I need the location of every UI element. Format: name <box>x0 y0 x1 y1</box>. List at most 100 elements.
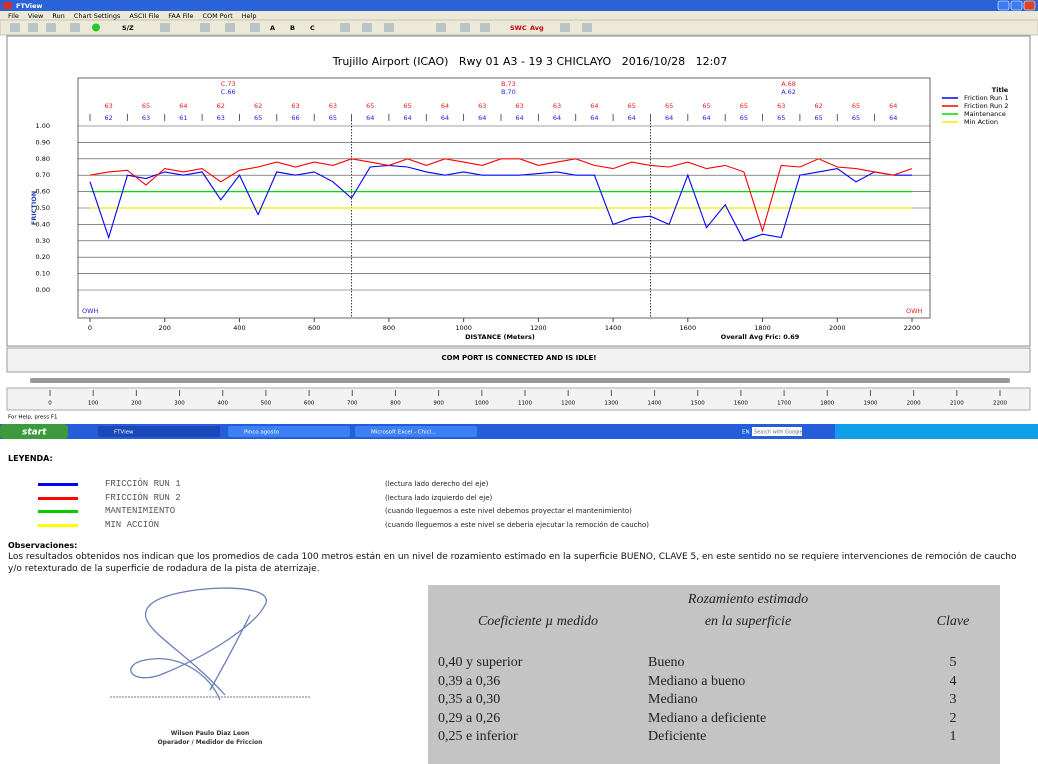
table-cell: 0,29 a 0,26 <box>438 711 638 727</box>
table-cell: 3 <box>908 692 998 708</box>
section-run1: 64 <box>366 114 374 122</box>
title-bar <box>0 0 1038 11</box>
slider-track[interactable] <box>30 378 1010 383</box>
section-run2: 62 <box>254 102 262 110</box>
ruler-label: 1000 <box>475 401 489 407</box>
y-axis-label: FRICTION <box>30 191 38 225</box>
y-tick-label: 0.00 <box>36 286 50 294</box>
y-tick-label: 0.80 <box>36 155 50 163</box>
table-cell: 0,39 a 0,36 <box>438 674 638 690</box>
toolbar-icon[interactable] <box>70 23 80 32</box>
signature-scribble <box>90 585 330 705</box>
ruler-label: 1800 <box>820 401 834 407</box>
toolbar-icon[interactable] <box>436 23 446 32</box>
y-tick-label: 0.30 <box>36 237 50 245</box>
menu-item[interactable]: ASCII File <box>129 12 159 20</box>
x-tick-label: 2200 <box>904 324 921 332</box>
toolbar-button[interactable]: S/Z <box>122 24 134 32</box>
section-run2: 62 <box>217 102 225 110</box>
table-cell: 5 <box>908 655 998 671</box>
section-run2: 63 <box>553 102 561 110</box>
legend-swatch <box>38 510 78 513</box>
section-run2: 64 <box>441 102 449 110</box>
x-tick-label: 1000 <box>455 324 472 332</box>
toolbar-icon[interactable] <box>10 23 20 32</box>
toolbar-icon[interactable] <box>560 23 570 32</box>
legend-description: (cuando lleguemos a este nivel debemos p… <box>385 507 632 515</box>
toolbar-button[interactable]: SWC <box>510 24 527 32</box>
toolbar-icon[interactable] <box>480 23 490 32</box>
app-icon <box>3 2 12 9</box>
section-run2: 63 <box>105 102 113 110</box>
table-cell: Bueno <box>648 655 848 671</box>
section-run2: 65 <box>852 102 860 110</box>
table-cell: Mediano <box>648 692 848 708</box>
section-run1: 64 <box>665 114 673 122</box>
ruler-label: 1900 <box>863 401 877 407</box>
window-button[interactable] <box>1024 1 1035 10</box>
ruler-label: 700 <box>347 401 358 407</box>
toolbar-icon[interactable] <box>46 23 56 32</box>
start-label: start <box>22 428 47 438</box>
third-run1: C.66 <box>221 88 236 96</box>
toolbar-icon[interactable] <box>250 23 260 32</box>
menu-item[interactable]: File <box>8 12 19 20</box>
toolbar-button[interactable]: B <box>290 24 295 32</box>
toolbar-button[interactable]: C <box>310 24 315 32</box>
toolbar-icon[interactable] <box>362 23 372 32</box>
toolbar-icon[interactable] <box>225 23 235 32</box>
window-button[interactable] <box>1011 1 1022 10</box>
section-run1: 64 <box>553 114 561 122</box>
window-button[interactable] <box>998 1 1009 10</box>
ruler <box>7 388 1030 410</box>
x-tick-label: 600 <box>308 324 320 332</box>
section-run2: 63 <box>291 102 299 110</box>
section-run1: 66 <box>291 114 299 122</box>
table-cell: 4 <box>908 674 998 690</box>
x-axis-label: DISTANCE (Meters) <box>465 333 535 341</box>
menu-item[interactable]: Help <box>242 12 257 20</box>
legend-label: FRICCIÓN RUN 1 <box>105 479 181 489</box>
toolbar-icon[interactable] <box>582 23 592 32</box>
menu-item[interactable]: Chart Settings <box>74 12 121 20</box>
toolbar-button[interactable]: Avg <box>530 24 544 32</box>
menu-item[interactable]: View <box>28 12 44 20</box>
legend-swatch <box>38 524 78 527</box>
section-run1: 65 <box>777 114 785 122</box>
ruler-label: 1300 <box>604 401 618 407</box>
ruler-label: 600 <box>304 401 315 407</box>
legend-title: LEYENDA: <box>8 454 53 463</box>
legend-label: FRICCIÓN RUN 2 <box>105 493 181 503</box>
x-tick-label: 400 <box>233 324 245 332</box>
legend-label: Min Action <box>964 118 998 126</box>
observations-title: Observaciones: <box>8 541 77 550</box>
third-run2: A.68 <box>781 80 796 88</box>
edge-label: OWH <box>82 307 99 315</box>
section-run1: 62 <box>105 114 113 122</box>
toolbar-button[interactable]: A <box>270 24 275 32</box>
section-run2: 62 <box>814 102 822 110</box>
section-run1: 65 <box>814 114 822 122</box>
toolbar-run[interactable] <box>92 24 100 32</box>
menu-item[interactable]: Run <box>52 12 64 20</box>
section-run2: 65 <box>740 102 748 110</box>
y-tick-label: 0.90 <box>36 138 50 146</box>
toolbar-icon[interactable] <box>28 23 38 32</box>
section-run1: 65 <box>254 114 262 122</box>
section-run1: 64 <box>628 114 636 122</box>
toolbar-icon[interactable] <box>200 23 210 32</box>
toolbar-icon[interactable] <box>460 23 470 32</box>
ruler-label: 1100 <box>518 401 532 407</box>
menu-item[interactable]: FAA File <box>168 12 193 20</box>
ruler-label: 1500 <box>691 401 705 407</box>
tray <box>835 424 1038 439</box>
toolbar-icon[interactable] <box>384 23 394 32</box>
toolbar-icon[interactable] <box>340 23 350 32</box>
toolbar-icon[interactable] <box>160 23 170 32</box>
overall-average: Overall Avg Fric: 0.69 <box>721 333 800 341</box>
table-cell: 2 <box>908 711 998 727</box>
menu-item[interactable]: COM Port <box>202 12 233 20</box>
ruler-label: 500 <box>261 401 272 407</box>
section-run2: 65 <box>366 102 374 110</box>
